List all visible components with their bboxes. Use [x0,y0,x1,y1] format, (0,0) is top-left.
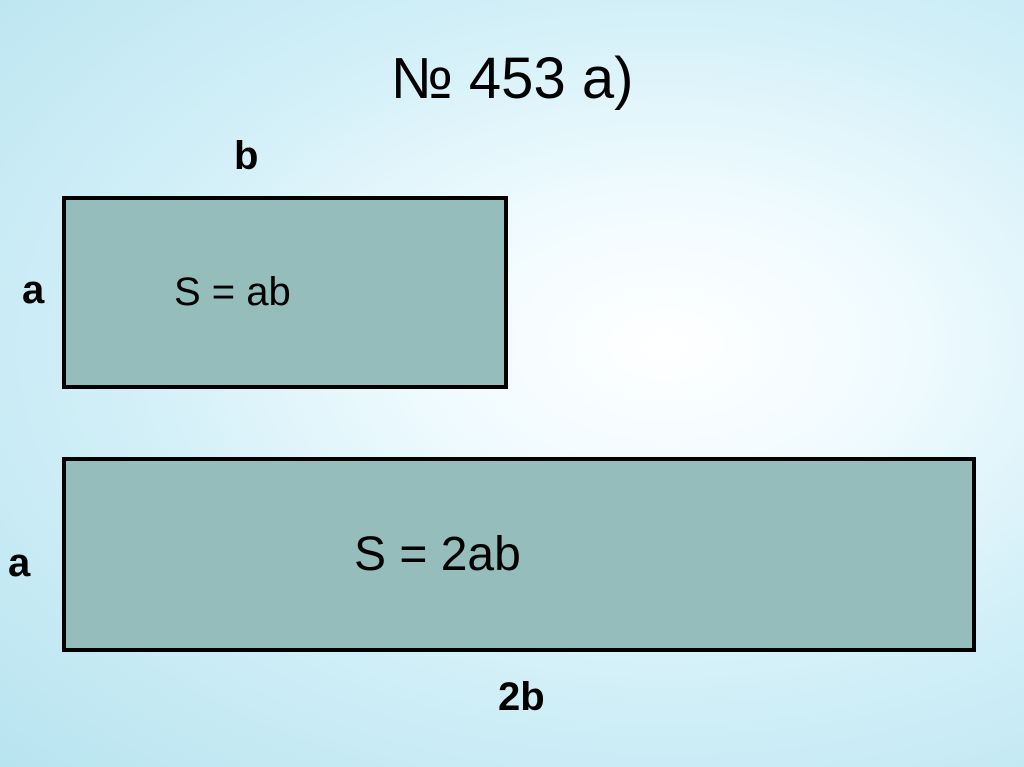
formula-1: S = ab [174,270,291,315]
label-a-left1: a [22,268,44,313]
label-2b-bottom: 2b [498,675,545,720]
label-b-top: b [234,134,258,179]
rectangle-2: S = 2ab [62,457,976,652]
rectangle-1: S = ab [62,196,508,389]
formula-2: S = 2ab [354,527,521,582]
page-title: № 453 а) [0,45,1024,112]
label-a-left2: a [8,541,30,586]
